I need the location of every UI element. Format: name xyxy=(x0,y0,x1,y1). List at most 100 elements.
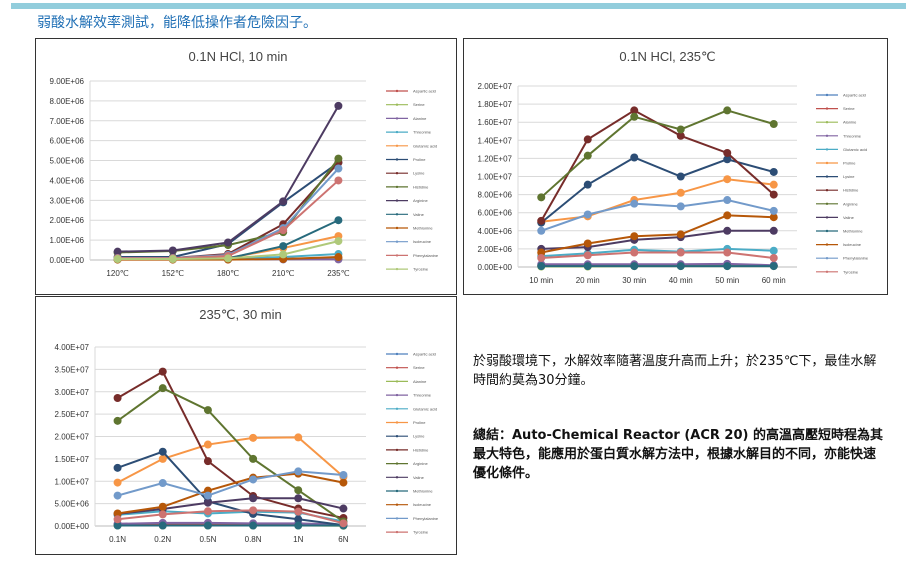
chart-title: 235℃, 30 min xyxy=(199,307,282,322)
data-point xyxy=(158,454,167,463)
data-point xyxy=(583,262,592,271)
series-histidine xyxy=(537,106,778,225)
data-point xyxy=(113,416,122,425)
legend-marker xyxy=(395,172,399,175)
legend-item: Valine xyxy=(386,475,425,480)
data-point xyxy=(249,506,258,515)
legend-label: Isoleucine xyxy=(413,239,432,244)
y-tick-label: 6.00E+06 xyxy=(478,209,513,218)
chart-acid-concentration: 235℃, 30 min 0.00E+00 5.00E+06 1.00E+07 1.50… xyxy=(35,296,457,555)
legend-marker xyxy=(395,267,399,271)
data-point xyxy=(723,248,732,257)
data-point xyxy=(113,521,122,530)
legend-label: Lysine xyxy=(413,434,425,439)
legend-label: Histidine xyxy=(843,188,859,193)
x-tick-label: 0.5N xyxy=(199,535,216,544)
legend-marker xyxy=(395,352,399,356)
data-point xyxy=(723,211,732,220)
legend-label: Lysine xyxy=(413,171,425,176)
legend-item: Histidine xyxy=(386,184,429,189)
series-tyrosine xyxy=(113,506,348,528)
x-tick-label: 0.8N xyxy=(245,535,262,544)
series-line xyxy=(117,521,344,526)
legend-label: Valine xyxy=(413,475,425,480)
legend-label: Glutamic acid xyxy=(413,406,437,411)
legend-label: Methionine xyxy=(413,489,433,494)
data-point xyxy=(203,440,212,449)
series-methionine xyxy=(113,521,348,530)
legend-label: Aspartic acid xyxy=(843,93,866,98)
legend-marker xyxy=(825,229,829,233)
y-tick-label: 8.00E+06 xyxy=(50,97,85,106)
data-point xyxy=(769,213,778,222)
data-point xyxy=(203,491,212,500)
data-point xyxy=(249,433,258,442)
series-line xyxy=(541,262,774,267)
legend-marker xyxy=(395,366,399,369)
data-point xyxy=(158,502,167,511)
legend-item: Serine xyxy=(816,106,855,111)
summary-text: 總結：Auto-Chemical Reactor (ACR 20) 的高溫高壓短… xyxy=(473,428,883,481)
legend-marker xyxy=(395,435,399,438)
legend-item: Methionine xyxy=(386,226,433,231)
data-point xyxy=(294,521,303,530)
series-threonine xyxy=(537,259,778,270)
data-point xyxy=(158,447,167,456)
legend-marker xyxy=(395,213,399,216)
legend-label: Glutamic acid xyxy=(413,143,437,148)
y-tick-label: 4.00E+06 xyxy=(478,227,513,236)
data-point xyxy=(630,199,639,208)
legend-item: Valine xyxy=(816,215,855,220)
data-point xyxy=(583,135,592,144)
x-tick-label: 30 min xyxy=(622,276,646,285)
y-tick-label: 2.00E+07 xyxy=(478,82,513,91)
data-point xyxy=(113,394,122,403)
legend-marker xyxy=(395,185,399,189)
legend-marker xyxy=(825,202,829,205)
header-bar xyxy=(11,3,906,9)
data-point xyxy=(168,255,177,264)
legend-item: Isoleucine xyxy=(386,239,432,244)
legend-marker xyxy=(395,117,399,120)
data-point xyxy=(339,519,348,528)
legend-marker xyxy=(395,144,399,147)
data-point xyxy=(769,120,778,129)
legend-label: Isoleucine xyxy=(413,502,432,507)
data-point xyxy=(537,226,546,235)
data-point xyxy=(769,190,778,199)
data-point xyxy=(203,457,212,466)
data-point xyxy=(769,253,778,262)
legend-marker xyxy=(825,161,829,165)
series-arginine xyxy=(537,106,778,202)
series-tyrosine xyxy=(113,237,343,264)
data-point xyxy=(630,248,639,257)
observation-text: 於弱酸環境下，水解效率隨著溫度升高而上升；於235℃下，最佳水解時間約莫為30分… xyxy=(473,354,877,388)
legend-label: Threonine xyxy=(843,133,862,138)
y-tick-label: 1.20E+07 xyxy=(478,154,513,163)
y-tick-label: 2.50E+07 xyxy=(55,410,90,419)
series-line xyxy=(541,247,774,258)
data-point xyxy=(158,510,167,519)
data-point xyxy=(334,237,343,246)
data-point xyxy=(583,180,592,189)
series-line xyxy=(117,450,344,527)
legend-label: Tyrosine xyxy=(843,269,859,274)
series-line xyxy=(116,387,344,523)
legend-item: Aspartic acid xyxy=(816,93,866,98)
data-point xyxy=(168,246,177,255)
series-isoleucine xyxy=(537,211,778,257)
data-point xyxy=(339,478,348,487)
data-point xyxy=(294,467,303,476)
legend-item: Lysine xyxy=(386,434,425,439)
series-line xyxy=(541,214,774,254)
legend-item: Methionine xyxy=(816,229,863,234)
legend-marker xyxy=(395,158,399,161)
data-point xyxy=(583,239,592,248)
data-point xyxy=(537,253,546,262)
data-point xyxy=(723,155,732,164)
legend-item: Tyrosine xyxy=(816,269,859,274)
data-point xyxy=(113,509,122,518)
legend-marker xyxy=(825,270,829,273)
data-point xyxy=(676,248,685,257)
y-tick-label: 0.00E+00 xyxy=(55,522,90,531)
